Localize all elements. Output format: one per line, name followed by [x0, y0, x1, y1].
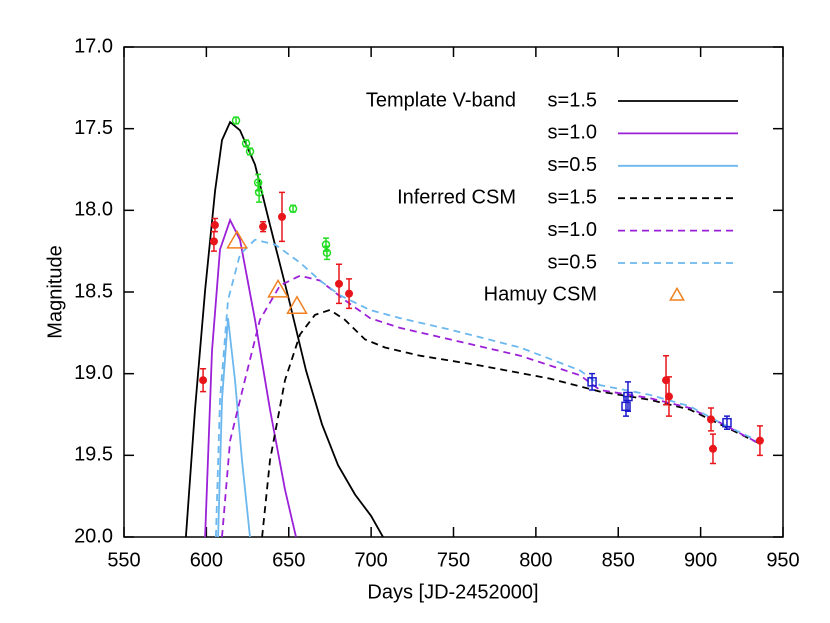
data-point: [231, 116, 241, 125]
data-point: [241, 139, 251, 148]
data-point: [623, 391, 633, 402]
y-axis-label: Magnitude: [44, 245, 66, 338]
error-bar: [256, 181, 263, 203]
data-point: [259, 222, 268, 231]
error-bar: [323, 245, 330, 261]
data-point: [707, 415, 716, 424]
legend-label: Hamuy CSM: [484, 284, 597, 306]
legend-label: s=0.5: [548, 251, 597, 273]
curve: [261, 309, 758, 537]
x-tick-label: 850: [602, 549, 635, 571]
data-point: [345, 289, 354, 298]
curve: [217, 317, 251, 537]
y-tick-label: 19.0: [74, 362, 113, 384]
legend-label: s=1.5: [548, 89, 597, 111]
data-point: [662, 376, 671, 385]
x-tick-label: 800: [519, 549, 552, 571]
legend-symbol: [669, 286, 685, 301]
curve: [215, 238, 758, 537]
legend-label: s=1.0: [548, 122, 597, 144]
legend-label: s=1.5: [548, 186, 597, 208]
data-point: [621, 401, 631, 412]
data-point: [245, 147, 255, 156]
data-point: [199, 376, 208, 385]
data-point: [267, 278, 289, 298]
plot-frame: [123, 46, 784, 538]
x-tick-label: 650: [272, 549, 305, 571]
x-tick-label: 900: [684, 549, 717, 571]
data-point: [664, 392, 673, 401]
data-point: [210, 221, 219, 230]
data-point: [587, 377, 597, 387]
data-point: [755, 436, 764, 445]
x-axis-label: Days [JD-2452000]: [367, 581, 538, 603]
y-tick-label: 17.5: [74, 117, 113, 139]
data-point: [254, 188, 264, 197]
x-tick-label: 700: [354, 549, 387, 571]
data-point: [226, 229, 248, 249]
y-tick-label: 19.5: [74, 444, 113, 466]
curve: [204, 217, 297, 537]
curve: [185, 120, 384, 537]
y-tick-label: 18.0: [74, 199, 113, 221]
legend-label: s=1.0: [548, 219, 597, 241]
x-tick-label: 950: [766, 549, 799, 571]
y-tick-label: 20.0: [74, 525, 113, 547]
data-point: [277, 212, 286, 221]
data-point: [708, 444, 717, 453]
legend-group: Inferred CSM: [397, 186, 516, 208]
x-tick-label: 750: [437, 549, 470, 571]
data-point: [334, 279, 343, 288]
legend-label: s=0.5: [548, 154, 597, 176]
data-point: [722, 417, 732, 428]
error-bar: [589, 372, 596, 391]
x-tick-label: 600: [190, 549, 223, 571]
data-point: [209, 237, 218, 246]
legend-group: Template V-band: [366, 89, 516, 111]
error-bar: [624, 381, 631, 412]
y-tick-label: 17.0: [74, 35, 113, 57]
data-point: [322, 248, 332, 258]
data-point: [321, 240, 331, 249]
data-point: [286, 295, 308, 314]
y-tick-label: 18.5: [74, 280, 113, 302]
x-tick-label: 550: [107, 549, 140, 571]
data-point: [288, 204, 298, 213]
curve: [221, 274, 758, 537]
